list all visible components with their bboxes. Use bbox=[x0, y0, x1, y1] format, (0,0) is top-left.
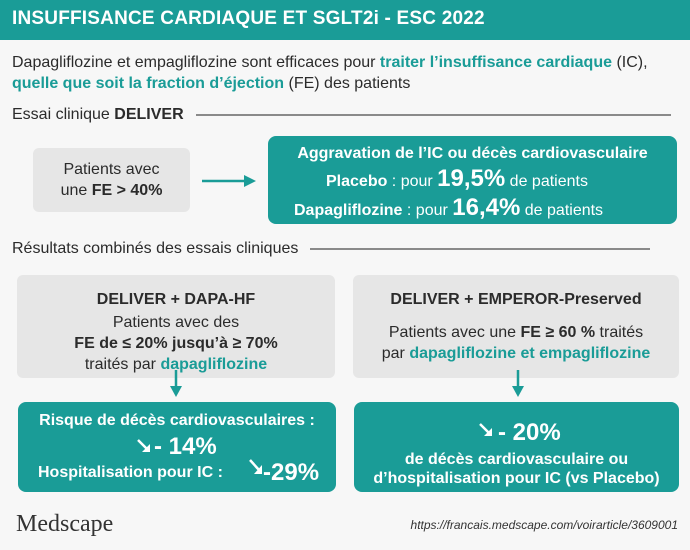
dapa-suffix: de patients bbox=[520, 202, 604, 219]
arrow-right-icon bbox=[202, 175, 256, 187]
dapa-hf-line2: FE de ≤ 20% jusqu’à ≥ 70% bbox=[74, 335, 278, 352]
deliver-result-box: Aggravation de l’IC ou décès cardiovascu… bbox=[268, 136, 677, 224]
emperor-line1-post: traités bbox=[595, 324, 644, 341]
emperor-result-line1: de décès cardiovasculaire ou bbox=[404, 451, 629, 468]
section-divider bbox=[195, 114, 671, 116]
placebo-label: Placebo bbox=[326, 173, 388, 190]
arrow-down-right-icon bbox=[249, 459, 262, 474]
intro-text: Dapagliflozine et empagliflozine sont ef… bbox=[12, 52, 680, 94]
page-title: INSUFFISANCE CARDIAQUE ET SGLT2i - ESC 2… bbox=[12, 8, 485, 29]
combined-heading-text: Résultats combinés des essais cliniques bbox=[12, 240, 299, 257]
dapa-hf-line3-pre: traités par bbox=[84, 356, 161, 373]
emperor-title: DELIVER + EMPEROR-Preserved bbox=[390, 291, 642, 308]
emperor-fe: FE ≥ 60 % bbox=[520, 324, 596, 341]
emperor-result-value: - 20% bbox=[498, 419, 561, 446]
dapa-hf-result-box: Risque de décès cardiovasculaires : - 14… bbox=[18, 402, 336, 492]
placebo-mid: : pour bbox=[387, 173, 438, 190]
emperor-line2-pre: par bbox=[381, 345, 410, 362]
medscape-logo: Medscape bbox=[16, 511, 114, 537]
arrow-down-right-icon bbox=[479, 423, 492, 436]
combined-section-heading: Résultats combinés des essais cliniques bbox=[12, 240, 651, 258]
emperor-line1-pre: Patients avec une bbox=[388, 324, 521, 341]
deliver-patients-line2-pre: une bbox=[60, 182, 92, 199]
source-url[interactable]: https://francais.medscape.com/voirarticl… bbox=[410, 518, 678, 532]
dapa-hf-title: DELIVER + DAPA-HF bbox=[96, 291, 256, 308]
dapa-hf-result-value1: - 14% bbox=[154, 433, 217, 460]
arrow-down-icon bbox=[170, 370, 182, 397]
intro-part-3: (FE) des patients bbox=[284, 75, 411, 92]
dapa-hf-result-line2: Hospitalisation pour IC : bbox=[38, 464, 223, 481]
deliver-heading-prefix: Essai clinique bbox=[12, 106, 115, 123]
intro-highlight-treat: traiter l’insuffisance cardiaque bbox=[379, 54, 612, 71]
title-bar: INSUFFISANCE CARDIAQUE ET SGLT2i - ESC 2… bbox=[0, 0, 690, 40]
intro-part-1: Dapagliflozine et empagliflozine sont ef… bbox=[12, 54, 380, 71]
placebo-suffix: de patients bbox=[505, 173, 588, 190]
dapa-hf-drug: dapagliflozine bbox=[160, 356, 268, 373]
dapa-value: 16,4% bbox=[452, 194, 521, 221]
deliver-patients-fe: FE > 40% bbox=[91, 182, 163, 199]
section-divider bbox=[310, 248, 651, 250]
emperor-result-box: - 20% de décès cardiovasculaire ou d’hos… bbox=[354, 402, 679, 492]
dapa-mid: : pour bbox=[402, 202, 453, 219]
deliver-dapa-row: Dapagliflozine : pour 16,4% de patients bbox=[294, 195, 667, 224]
deliver-result-title: Aggravation de l’IC ou décès cardiovascu… bbox=[297, 145, 648, 162]
dapa-hf-criteria-box: DELIVER + DAPA-HF Patients avec des FE d… bbox=[17, 275, 335, 378]
deliver-section-heading: Essai clinique DELIVER bbox=[12, 106, 671, 124]
deliver-patients-box: Patients avec une FE > 40% bbox=[33, 148, 190, 212]
placebo-value: 19,5% bbox=[437, 165, 506, 192]
emperor-criteria-box: DELIVER + EMPEROR-Preserved Patients ave… bbox=[353, 275, 679, 378]
dapa-hf-result-line1: Risque de décès cardiovasculaires : bbox=[39, 412, 315, 429]
dapa-hf-line1: Patients avec des bbox=[112, 314, 240, 331]
intro-part-2: (IC), bbox=[612, 54, 648, 71]
deliver-heading-bold: DELIVER bbox=[114, 106, 184, 123]
emperor-result-line2: d’hospitalisation pour IC (vs Placebo) bbox=[373, 470, 660, 487]
emperor-result-text: de décès cardiovasculaire ou d’hospitali… bbox=[354, 450, 679, 488]
emperor-drugs: dapagliflozine et empagliflozine bbox=[409, 345, 651, 362]
dapa-hf-result-value2: -29% bbox=[263, 459, 320, 486]
dapa-label: Dapagliflozine bbox=[294, 202, 403, 219]
arrow-down-right-icon bbox=[137, 439, 150, 452]
deliver-patients-line1: Patients avec bbox=[63, 161, 160, 178]
deliver-placebo-row: Placebo : pour 19,5% de patients bbox=[326, 166, 667, 195]
intro-highlight-fe: quelle que soit la fraction d’éjection bbox=[12, 75, 285, 92]
arrow-down-icon bbox=[512, 370, 524, 397]
